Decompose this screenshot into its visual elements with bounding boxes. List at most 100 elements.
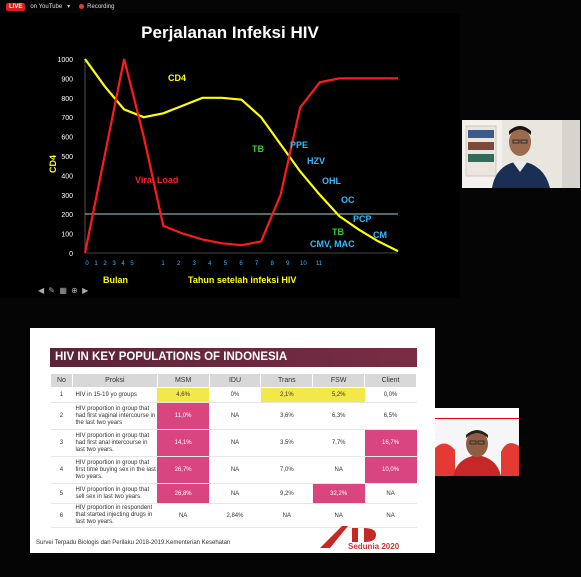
label-tb-early: TB: [252, 144, 264, 154]
cell-trans: 3,5%: [260, 429, 313, 457]
series-line-viral-load: [83, 58, 398, 254]
cell-trans: 7,0%: [260, 456, 313, 484]
participant-video-1[interactable]: [462, 120, 580, 188]
label-tahun: Tahun setelah infeksi HIV: [188, 275, 296, 285]
cell-idu: NA: [209, 483, 261, 504]
cell-client: NA: [364, 483, 417, 504]
participant-2-avatar: [435, 419, 519, 476]
table-row: 2 HIV proportion in group that had first…: [50, 402, 417, 430]
chevron-down-icon[interactable]: ▾: [67, 4, 71, 10]
table-row: 1 HIV in 15-19 yo groups 4,6% 0% 2,1% 5,…: [50, 387, 417, 403]
prev-slide-icon[interactable]: ◀: [38, 286, 46, 295]
cell-idu: NA: [209, 402, 261, 430]
table-header-row: No Proksi MSM IDU Trans FSW Client: [50, 373, 417, 388]
y-tick-label: 600: [61, 135, 73, 142]
shared-slide-hiv-chart: Perjalanan Infeksi HIV 0 100 200 300 400 500 6…: [0, 13, 460, 298]
y-tick-label: 1000: [57, 57, 73, 64]
cell-msm: NA: [157, 503, 210, 528]
cell-trans: 3,6%: [260, 402, 313, 430]
cell-proksi: HIV proportion in group that had first v…: [72, 402, 158, 430]
x-tick-label: 1: [94, 261, 98, 267]
label-hzv: HZV: [307, 156, 325, 166]
cell-fsw: 6,3%: [312, 402, 365, 430]
cell-fsw: NA: [312, 503, 365, 528]
col-header-trans: Trans: [260, 373, 314, 388]
label-cmv-mac: CMV, MAC: [310, 239, 355, 249]
cell-msm: 11,0%: [157, 402, 210, 430]
cell-no: 6: [50, 503, 73, 528]
col-header-idu: IDU: [208, 373, 262, 388]
x-tick-label: 6: [239, 261, 243, 267]
table-title: HIV IN KEY POPULATIONS OF INDONESIA: [50, 348, 417, 367]
live-badge: LIVE: [6, 2, 26, 11]
top-bar: LIVE on YouTube ▾ Recording: [0, 0, 581, 13]
logo-caption: Sedunia 2020: [348, 542, 400, 551]
x-tick-label: 1: [161, 261, 165, 267]
x-tick-label: 2: [103, 261, 107, 267]
cell-idu: 2,84%: [209, 503, 261, 528]
cell-trans: NA: [260, 503, 313, 528]
cell-idu: NA: [209, 456, 261, 484]
x-tick-label: 3: [112, 261, 116, 267]
cell-no: 4: [50, 456, 73, 484]
cell-proksi: HIV proportion in group that first time …: [72, 456, 158, 484]
cell-client: 6,5%: [364, 402, 417, 430]
x-tick-label: 10: [300, 261, 307, 267]
virtual-background-banner: [435, 408, 519, 419]
label-cm: CM: [373, 230, 387, 240]
platform-label[interactable]: on YouTube: [30, 3, 63, 10]
cell-client: NA: [364, 503, 417, 528]
next-slide-icon[interactable]: ▶: [82, 286, 90, 295]
label-ppe: PPE: [290, 140, 308, 150]
recording-label: Recording: [87, 3, 115, 10]
label-y-axis: CD4: [48, 155, 58, 173]
zoom-icon[interactable]: ⊕: [71, 286, 79, 295]
col-header-fsw: FSW: [312, 373, 366, 388]
cell-idu: NA: [209, 429, 261, 457]
shared-slide-key-populations: HIV IN KEY POPULATIONS OF INDONESIA No P…: [30, 328, 435, 553]
cell-msm: 26,7%: [157, 456, 210, 484]
cell-client: 16,7%: [364, 429, 417, 457]
cell-proksi: HIV proportion in group that had first a…: [72, 429, 158, 457]
x-tick-label: 7: [255, 261, 259, 267]
y-tick-label: 100: [61, 232, 73, 239]
table-source-footer: Survei Terpadu Biologis dan Perilaku 201…: [36, 540, 231, 546]
y-tick-label: 0: [69, 251, 73, 258]
x-tick-label: 5: [130, 261, 134, 267]
chart-title: Perjalanan Infeksi HIV: [141, 23, 319, 42]
cell-client: 0,0%: [364, 387, 417, 403]
x-tick-label: 4: [121, 261, 125, 267]
label-bulan: Bulan: [103, 275, 128, 285]
label-oc: OC: [341, 195, 355, 205]
label-pcp: PCP: [353, 214, 372, 224]
slides-icon[interactable]: ▦: [59, 286, 68, 295]
table-row: 6 HIV proportion in respondent that star…: [50, 503, 417, 528]
cell-idu: 0%: [209, 387, 261, 403]
cell-msm: 14,1%: [157, 429, 210, 457]
participant-video-2[interactable]: [435, 408, 519, 476]
participant-1-avatar: [462, 120, 580, 188]
hiv-day-logo: [320, 526, 376, 548]
slide-nav-toolbar[interactable]: ◀ ✎ ▦ ⊕ ▶: [38, 286, 89, 295]
x-tick-label: 8: [271, 261, 275, 267]
y-tick-label: 400: [61, 173, 73, 180]
y-tick-label: 300: [61, 193, 73, 200]
x-tick-label: 4: [208, 261, 212, 267]
key-populations-table: No Proksi MSM IDU Trans FSW Client 1 HIV…: [50, 373, 417, 528]
label-cd4: CD4: [168, 73, 186, 83]
pen-icon[interactable]: ✎: [48, 286, 57, 295]
x-tick-label: 3: [193, 261, 197, 267]
cell-msm: 4,6%: [157, 387, 210, 403]
record-dot-icon: [79, 4, 85, 9]
x-tick-label: 9: [286, 261, 290, 267]
label-ohl: OHL: [322, 176, 342, 186]
cell-proksi: HIV in 15-19 yo groups: [72, 387, 158, 403]
cell-no: 2: [50, 402, 73, 430]
cell-proksi: HIV proportion in respondent that starte…: [72, 503, 158, 528]
cell-msm: 26,8%: [157, 483, 210, 504]
recording-indicator: Recording: [79, 3, 115, 10]
cell-no: 5: [50, 483, 73, 504]
x-tick-label: 0: [85, 261, 89, 267]
cell-fsw: 5,2%: [312, 387, 365, 403]
